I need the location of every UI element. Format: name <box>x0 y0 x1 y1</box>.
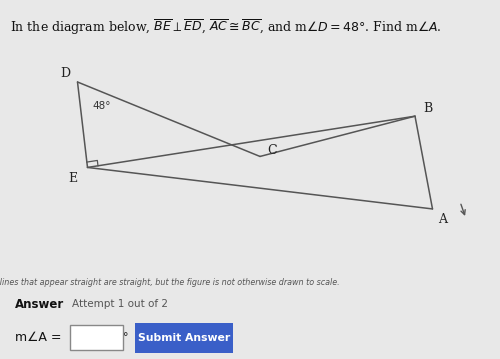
Text: In the diagram below, $\overline{BE} \perp \overline{ED}$, $\overline{AC} \cong : In the diagram below, $\overline{BE} \pe… <box>10 18 442 37</box>
Text: D: D <box>60 67 70 80</box>
Text: Attempt 1 out of 2: Attempt 1 out of 2 <box>72 299 168 309</box>
Text: °: ° <box>122 332 128 342</box>
Text: B: B <box>423 102 432 115</box>
Text: C: C <box>268 144 278 157</box>
Text: E: E <box>68 172 77 185</box>
Text: Answer: Answer <box>15 298 64 311</box>
FancyBboxPatch shape <box>70 325 122 350</box>
Text: Submit Answer: Submit Answer <box>138 333 230 343</box>
Text: You may assume lines that appear straight are straight, but the figure is not ot: You may assume lines that appear straigh… <box>0 278 340 287</box>
Text: A: A <box>438 213 447 227</box>
Text: m∠A =: m∠A = <box>15 331 66 344</box>
FancyBboxPatch shape <box>135 323 232 353</box>
Text: 48°: 48° <box>92 101 111 111</box>
